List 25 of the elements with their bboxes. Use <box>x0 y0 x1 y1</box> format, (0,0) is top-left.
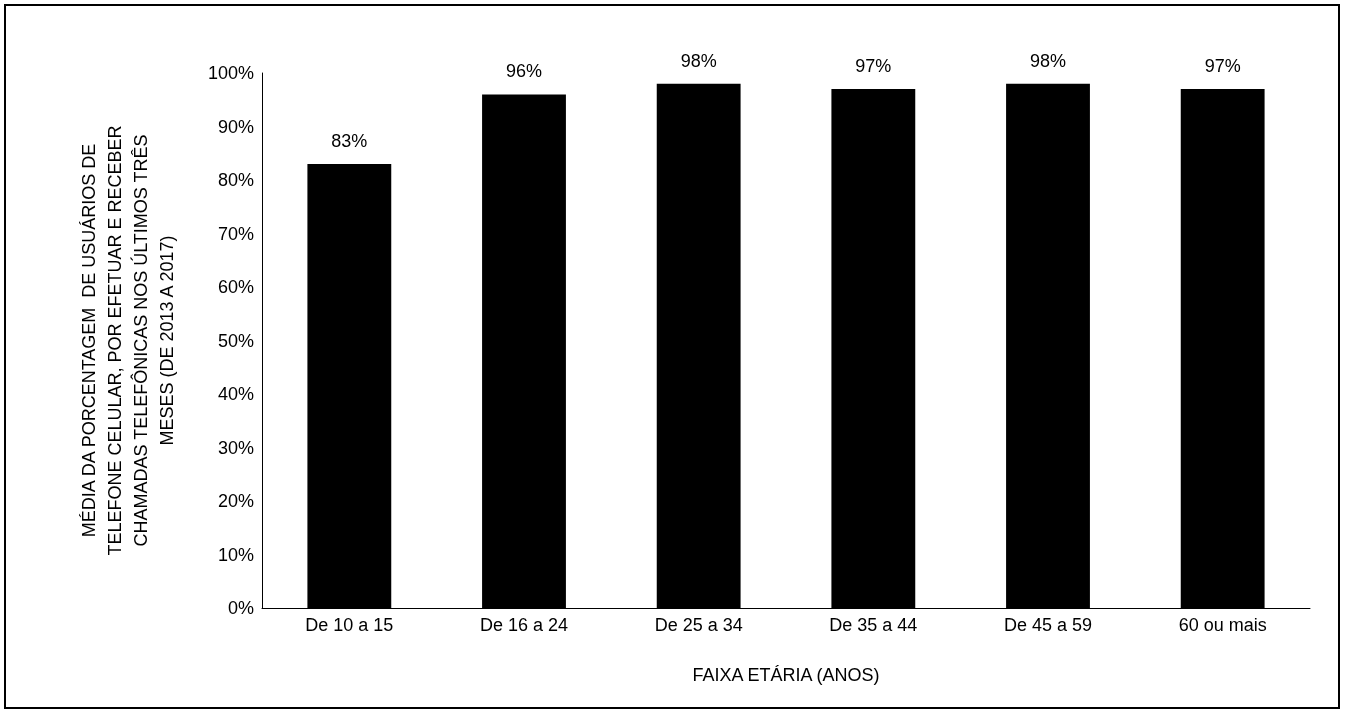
y-tick-label: 50% <box>217 330 254 351</box>
y-tick-label: 100% <box>207 63 254 83</box>
data-label: 97% <box>1204 56 1241 77</box>
y-tick-label: 60% <box>217 277 254 297</box>
y-tick-label: 90% <box>217 116 254 137</box>
x-tick-label: De 35 a 44 <box>829 615 918 635</box>
x-tick-label: De 25 a 34 <box>654 615 743 635</box>
y-tick-label: 20% <box>217 491 254 511</box>
data-label: 97% <box>855 56 892 77</box>
x-tick-label: De 45 a 59 <box>1003 615 1093 635</box>
x-tick-label: 60 ou mais <box>1178 615 1267 635</box>
y-tick-label: 0% <box>227 598 254 618</box>
y-axis-title: MÉDIA DA PORCENTAGEM DE USUÁRIOS DE TELEFONE CELULAR, POR EFETUAR E RECEBER CHAMADAS TELEFÔNICAS NOS ÚLTIMOS TRÊS MESES (DE 2013 A 2017) <box>79 125 177 556</box>
data-label: 96% <box>505 61 543 82</box>
y-tick-label: 80% <box>217 170 254 190</box>
y-tick-label: 30% <box>217 437 254 458</box>
y-tick-label: 70% <box>217 223 254 244</box>
x-tick-label: De 10 a 15 <box>305 615 394 635</box>
data-label: 98% <box>680 50 717 71</box>
x-axis-title: FAIXA ETÁRIA (ANOS) <box>692 665 880 685</box>
x-tick-label: De 16 a 24 <box>479 615 569 635</box>
y-tick-label: 10% <box>217 544 254 565</box>
data-label: 98% <box>1029 50 1067 71</box>
data-label: 83% <box>331 130 368 151</box>
y-tick-label: 40% <box>217 384 254 404</box>
